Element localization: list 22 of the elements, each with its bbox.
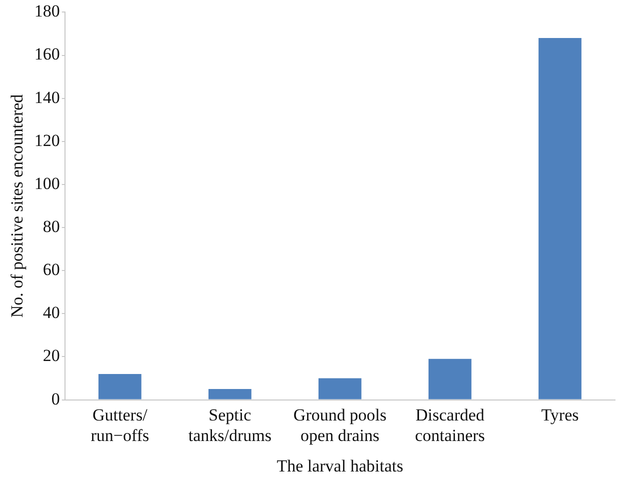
bar [318,378,362,400]
x-tick-label: Septic tanks/drums [188,405,272,445]
y-tick-label: 40 [42,303,60,322]
x-axis-title: The larval habitats [276,456,404,476]
y-tick-label: 100 [34,174,60,193]
bar [538,38,582,400]
y-tick-label: 0 [51,389,60,408]
bar [208,389,252,400]
bar [98,374,142,400]
y-tick-label: 120 [34,130,60,150]
y-tick-label: 140 [34,88,60,107]
x-tick-label: Ground pools open drains [293,405,386,445]
y-axis-title: No. of positive sites encountered [8,94,27,318]
y-tick-label: 80 [42,217,60,236]
y-tick-label: 20 [42,346,60,366]
bar [428,358,472,400]
y-tick-label: 160 [34,44,60,64]
y-tick-label: 180 [34,2,60,21]
x-tick-label: Gutters/ run−offs [90,405,150,445]
x-tick-label: Discarded containers [415,405,485,445]
x-tick-label: Tyres [541,405,579,424]
y-tick-label: 60 [42,260,60,280]
